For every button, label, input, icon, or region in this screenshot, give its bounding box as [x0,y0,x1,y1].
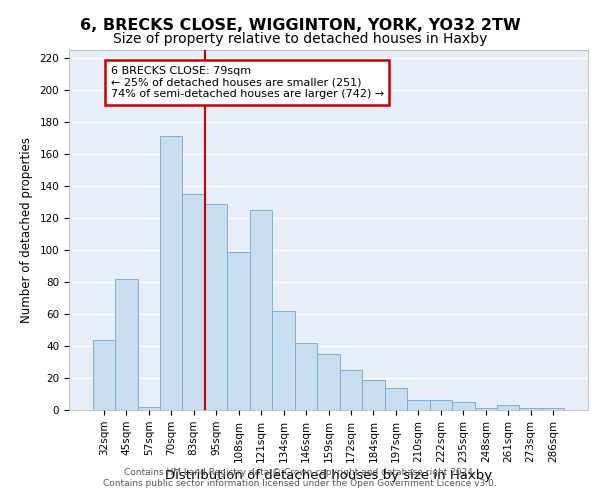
X-axis label: Distribution of detached houses by size in Haxby: Distribution of detached houses by size … [165,469,492,482]
Bar [475,408,497,410]
Bar [250,210,272,410]
Bar [182,194,205,410]
Text: 6, BRECKS CLOSE, WIGGINTON, YORK, YO32 2TW: 6, BRECKS CLOSE, WIGGINTON, YORK, YO32 2… [80,18,520,32]
Bar [295,343,317,410]
Bar [115,279,137,410]
Text: Contains HM Land Registry data © Crown copyright and database right 2024.
Contai: Contains HM Land Registry data © Crown c… [103,468,497,487]
Bar [452,402,475,410]
Bar [497,405,520,410]
Bar [227,252,250,410]
Bar [407,400,430,410]
Bar [92,340,115,410]
Text: 6 BRECKS CLOSE: 79sqm
← 25% of detached houses are smaller (251)
74% of semi-det: 6 BRECKS CLOSE: 79sqm ← 25% of detached … [110,66,384,99]
Bar [205,204,227,410]
Bar [160,136,182,410]
Bar [430,400,452,410]
Bar [542,408,565,410]
Bar [340,370,362,410]
Bar [385,388,407,410]
Bar [272,311,295,410]
Bar [520,408,542,410]
Text: Size of property relative to detached houses in Haxby: Size of property relative to detached ho… [113,32,487,46]
Bar [317,354,340,410]
Bar [137,407,160,410]
Y-axis label: Number of detached properties: Number of detached properties [20,137,32,323]
Bar [362,380,385,410]
